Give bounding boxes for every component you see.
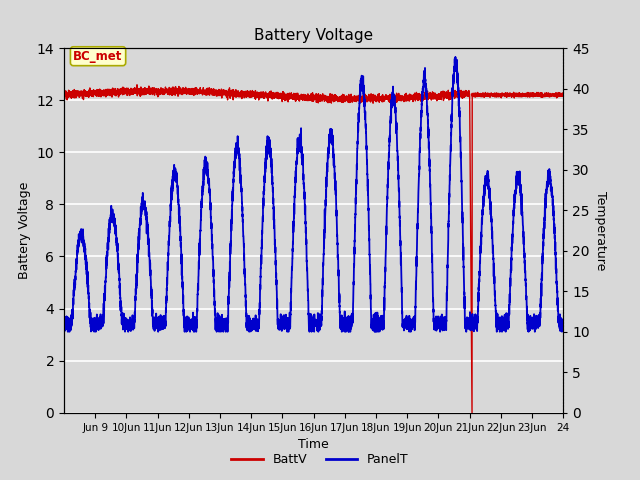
X-axis label: Time: Time bbox=[298, 438, 329, 451]
Title: Battery Voltage: Battery Voltage bbox=[254, 28, 373, 43]
Y-axis label: Temperature: Temperature bbox=[593, 191, 607, 270]
Text: BC_met: BC_met bbox=[74, 50, 123, 63]
Y-axis label: Battery Voltage: Battery Voltage bbox=[18, 182, 31, 279]
Legend: BattV, PanelT: BattV, PanelT bbox=[227, 448, 413, 471]
